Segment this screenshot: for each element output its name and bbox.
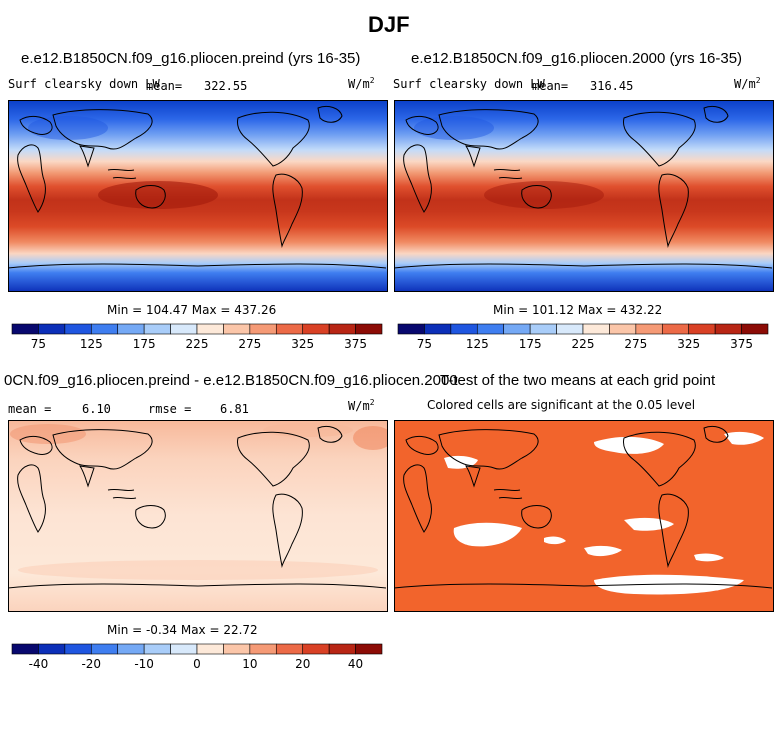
panel1-colorbar-tick-label: 275: [238, 337, 261, 351]
panel2-map: [393, 100, 774, 292]
panel2-mean-value: 316.45: [590, 79, 634, 93]
panel3-colorbar-swatch: [117, 643, 145, 655]
panel1-colorbar-swatch: [38, 323, 66, 335]
panel2-colorbar-swatch: [661, 323, 690, 335]
panel2-colorbar-swatch: [582, 323, 610, 335]
panel3-colorbar-swatch: [143, 643, 171, 655]
panel3-colorbar-swatch: [249, 643, 277, 655]
panel1-colorbar-swatch: [223, 323, 251, 335]
panel1-colorbar-swatch: [143, 323, 171, 335]
panel2-colorbar-tick-label: 125: [466, 337, 489, 351]
panel3-mean-value: 6.10: [82, 402, 111, 416]
panel3-colorbar-tick-label: 40: [348, 657, 363, 671]
panel3-colorbar-swatch: [170, 643, 198, 655]
panel1-colorbar-tick-label: 125: [80, 337, 103, 351]
panel3-colorbar-swatch: [11, 643, 39, 655]
panel1-variable: Surf clearsky down LW: [8, 77, 160, 91]
panel1-colorbar-tick-label: 225: [186, 337, 209, 351]
panel3-colorbar-swatch: [196, 643, 224, 655]
panel2-colorbar-swatch: [529, 323, 557, 335]
panel3-colorbar-swatch: [302, 643, 330, 655]
panel1-colorbar-swatch: [170, 323, 198, 335]
panel1-minmax: Min = 104.47 Max = 437.26: [107, 303, 277, 317]
panel3-rmse-value: 6.81: [220, 402, 249, 416]
panel3-minmax: Min = -0.34 Max = 22.72: [107, 623, 258, 637]
panel2-colorbar-swatch: [556, 323, 584, 335]
panel1-colorbar-swatch: [328, 323, 356, 335]
panel1-colorbar-tick-label: 325: [291, 337, 314, 351]
panel1-colorbar-tick-label: 75: [31, 337, 46, 351]
figure-title: DJF: [368, 12, 410, 37]
panel1-colorbar-tick-label: 175: [133, 337, 156, 351]
panel2-colorbar-swatch: [424, 323, 452, 335]
panel2-colorbar-swatch: [450, 323, 478, 335]
panel3-colorbar-tick-label: -40: [29, 657, 49, 671]
panel1-colorbar-swatch: [302, 323, 330, 335]
panel4-subtitle: Colored cells are significant at the 0.0…: [427, 398, 696, 412]
panel2-colorbar-tick-label: 275: [624, 337, 647, 351]
panel2-colorbar-swatch: [476, 323, 505, 335]
panel3-colorbar: -40 -20 -10 0 10 20 40: [10, 642, 384, 674]
panel3-colorbar-tick-label: -20: [81, 657, 101, 671]
panel2-colorbar-swatch: [397, 323, 425, 335]
panel3-colorbar-tick-label: 20: [295, 657, 310, 671]
panel3-colorbar-tick-label: -10: [134, 657, 154, 671]
panel2-colorbar-tick-label: 325: [677, 337, 700, 351]
panel1-colorbar-swatch: [64, 323, 92, 335]
panel3-colorbar-swatch: [223, 643, 251, 655]
panel3-colorbar-swatch: [355, 643, 383, 655]
panel2-units: W/m2: [734, 76, 761, 91]
panel1-title: e.e12.B1850CN.f09_g16.pliocen.preind (yr…: [21, 50, 361, 67]
panel2-mean-label: mean=: [532, 79, 569, 93]
panel2-title: e.e12.B1850CN.f09_g16.pliocen.2000 (yrs …: [411, 50, 743, 67]
panel2-colorbar-swatch: [714, 323, 742, 335]
panel3-units: W/m2: [348, 398, 375, 413]
panel3-map: [7, 420, 393, 612]
panel4-map: [393, 420, 774, 612]
panel2-colorbar-tick-label: 375: [730, 337, 753, 351]
panel2-colorbar-swatch: [688, 323, 716, 335]
panel1-mean-value: 322.55: [204, 79, 248, 93]
panel3-colorbar-swatch: [38, 643, 66, 655]
panel1-colorbar: 75125175225275325375425: [10, 322, 420, 354]
panel3-colorbar-tick-label: 0: [193, 657, 201, 671]
panel2-colorbar-tick-label: 225: [572, 337, 595, 351]
panel1-colorbar-swatch: [249, 323, 277, 335]
panel2-minmax: Min = 101.12 Max = 432.22: [493, 303, 663, 317]
panel2-colorbar-swatch: [741, 323, 769, 335]
panel2-colorbar-swatch: [609, 323, 637, 335]
panel3-colorbar-swatch: [328, 643, 356, 655]
panel1-mean-label: mean=: [146, 79, 183, 93]
panel3-colorbar-swatch: [64, 643, 92, 655]
panel1-colorbar-tick-label: 375: [344, 337, 367, 351]
panel2-colorbar-tick-label: 175: [519, 337, 542, 351]
panel2-variable: Surf clearsky down LW: [393, 77, 545, 91]
panel2-colorbar: 75125175225275325375425: [396, 322, 770, 354]
panel2-colorbar-swatch: [635, 323, 663, 335]
panel2-colorbar-tick-label: 75: [417, 337, 432, 351]
panel3-title: 0CN.f09_g16.pliocen.preind - e.e12.B1850…: [4, 372, 458, 389]
panel1-colorbar-swatch: [117, 323, 145, 335]
panel2-colorbar-swatch: [503, 323, 531, 335]
panel3-mean-label: mean =: [8, 402, 52, 416]
panel3-colorbar-swatch: [90, 643, 119, 655]
panel1-units: W/m2: [348, 76, 375, 91]
panel1-colorbar-swatch: [11, 323, 39, 335]
panel1-colorbar-swatch: [275, 323, 304, 335]
panel3-colorbar-swatch: [275, 643, 304, 655]
panel1-map: [7, 100, 388, 292]
panel1-colorbar-swatch: [355, 323, 383, 335]
panel1-colorbar-swatch: [196, 323, 224, 335]
panel3-colorbar-tick-label: 10: [242, 657, 257, 671]
panel4-title: T-test of the two means at each grid poi…: [440, 372, 716, 389]
panel1-colorbar-swatch: [90, 323, 119, 335]
panel3-rmse-label: rmse =: [148, 402, 192, 416]
